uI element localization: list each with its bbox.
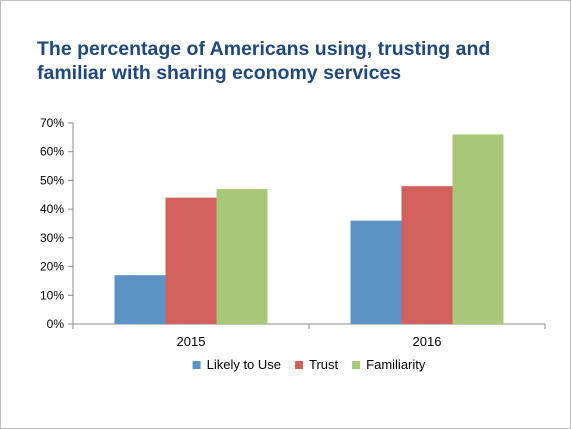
- legend-label-likely-to-use: Likely to Use: [207, 357, 281, 372]
- chart-title-line-2: familiar with sharing economy services: [37, 62, 402, 84]
- chart-title-line-1: The percentage of Americans using, trust…: [37, 38, 491, 60]
- y-tick-label: 60%: [40, 145, 64, 159]
- bars: [114, 134, 504, 324]
- y-tick-label: 40%: [40, 202, 64, 216]
- bar-likely-to-use-2015: [114, 275, 166, 324]
- y-tick-label: 0%: [47, 317, 65, 331]
- chart-title: The percentage of Americans using, trust…: [37, 37, 537, 85]
- y-tick-label: 10%: [40, 288, 64, 302]
- legend-swatch-familiarity: [352, 361, 361, 369]
- bar-trust-2015: [165, 197, 217, 324]
- x-tick-label: 2015: [177, 334, 206, 349]
- legend-swatch-likely-to-use: [192, 361, 201, 369]
- x-tick-label: 2016: [413, 334, 442, 349]
- legend-label-familiarity: Familiarity: [366, 357, 426, 372]
- y-tick-label: 20%: [40, 260, 64, 274]
- bar-likely-to-use-2016: [350, 220, 402, 324]
- axis-labels: 0% 10% 20% 30% 40% 50% 60% 70% 2015 2016: [40, 116, 441, 349]
- legend: Likely to Use Trust Familiarity: [192, 357, 426, 372]
- legend-label-trust: Trust: [309, 357, 339, 372]
- bar-familiarity-2015: [216, 189, 268, 324]
- y-tick-label: 70%: [40, 116, 64, 130]
- legend-swatch-trust: [295, 361, 304, 369]
- y-tick-label: 50%: [40, 173, 64, 187]
- bar-trust-2016: [401, 186, 453, 324]
- bar-familiarity-2016: [452, 134, 504, 324]
- y-tick-label: 30%: [40, 231, 64, 245]
